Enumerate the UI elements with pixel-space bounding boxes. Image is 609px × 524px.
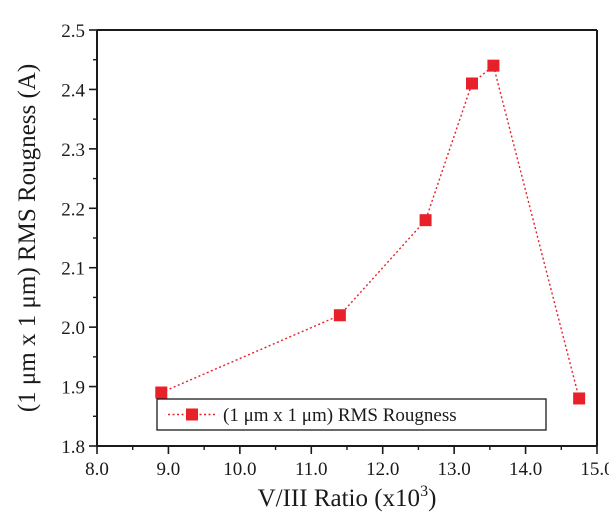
data-point [419,214,432,227]
legend-label: (1 μm x 1 μm) RMS Rougness [223,405,457,426]
legend-box [156,398,547,431]
series-layer [155,59,586,405]
data-point [573,392,586,405]
data-point [333,309,346,322]
series-line [161,64,580,399]
y-tick-label: 1.8 [61,437,85,458]
x-axis-title: V/III Ratio (x103) [258,483,437,512]
data-point [466,77,478,90]
y-tick-label: 2.0 [61,318,85,339]
y-tick-label: 1.9 [61,378,85,399]
data-point [487,59,500,72]
legend-marker [186,408,198,421]
y-axis-title: (1 μm x 1 μm) RMS Rougness (A) [14,64,41,412]
y-tick-label: 2.3 [61,140,85,161]
y-tick-label: 2.5 [61,21,85,42]
y-tick-label: 2.1 [61,259,85,280]
x-tick-label: 14.0 [509,459,542,480]
x-tick-label: 12.0 [366,459,399,480]
data-point [155,386,168,399]
y-tick-label: 2.4 [61,80,85,101]
x-tick-label: 15.0 [580,459,609,480]
y-tick-label: 2.2 [61,199,85,220]
x-tick-label: 9.0 [157,459,181,480]
x-tick-label: 13.0 [438,459,471,480]
tick-group: 8.0 9.0 10.0 11.0 12.0 13.0 14.0 15.0 1.8 1.9 2.0 2… [61,21,609,480]
x-tick-label: 10.0 [223,459,256,480]
x-tick-label: 11.0 [295,459,328,480]
legend: (1 μm x 1 μm) RMS Rougness [156,398,547,431]
x-tick-label: 8.0 [85,459,109,480]
x-axis-title-main: V/III Ratio (x10 [258,485,420,512]
x-axis-title-superscript: 3 [420,483,428,500]
x-axis-title-suffix: ) [428,485,436,512]
